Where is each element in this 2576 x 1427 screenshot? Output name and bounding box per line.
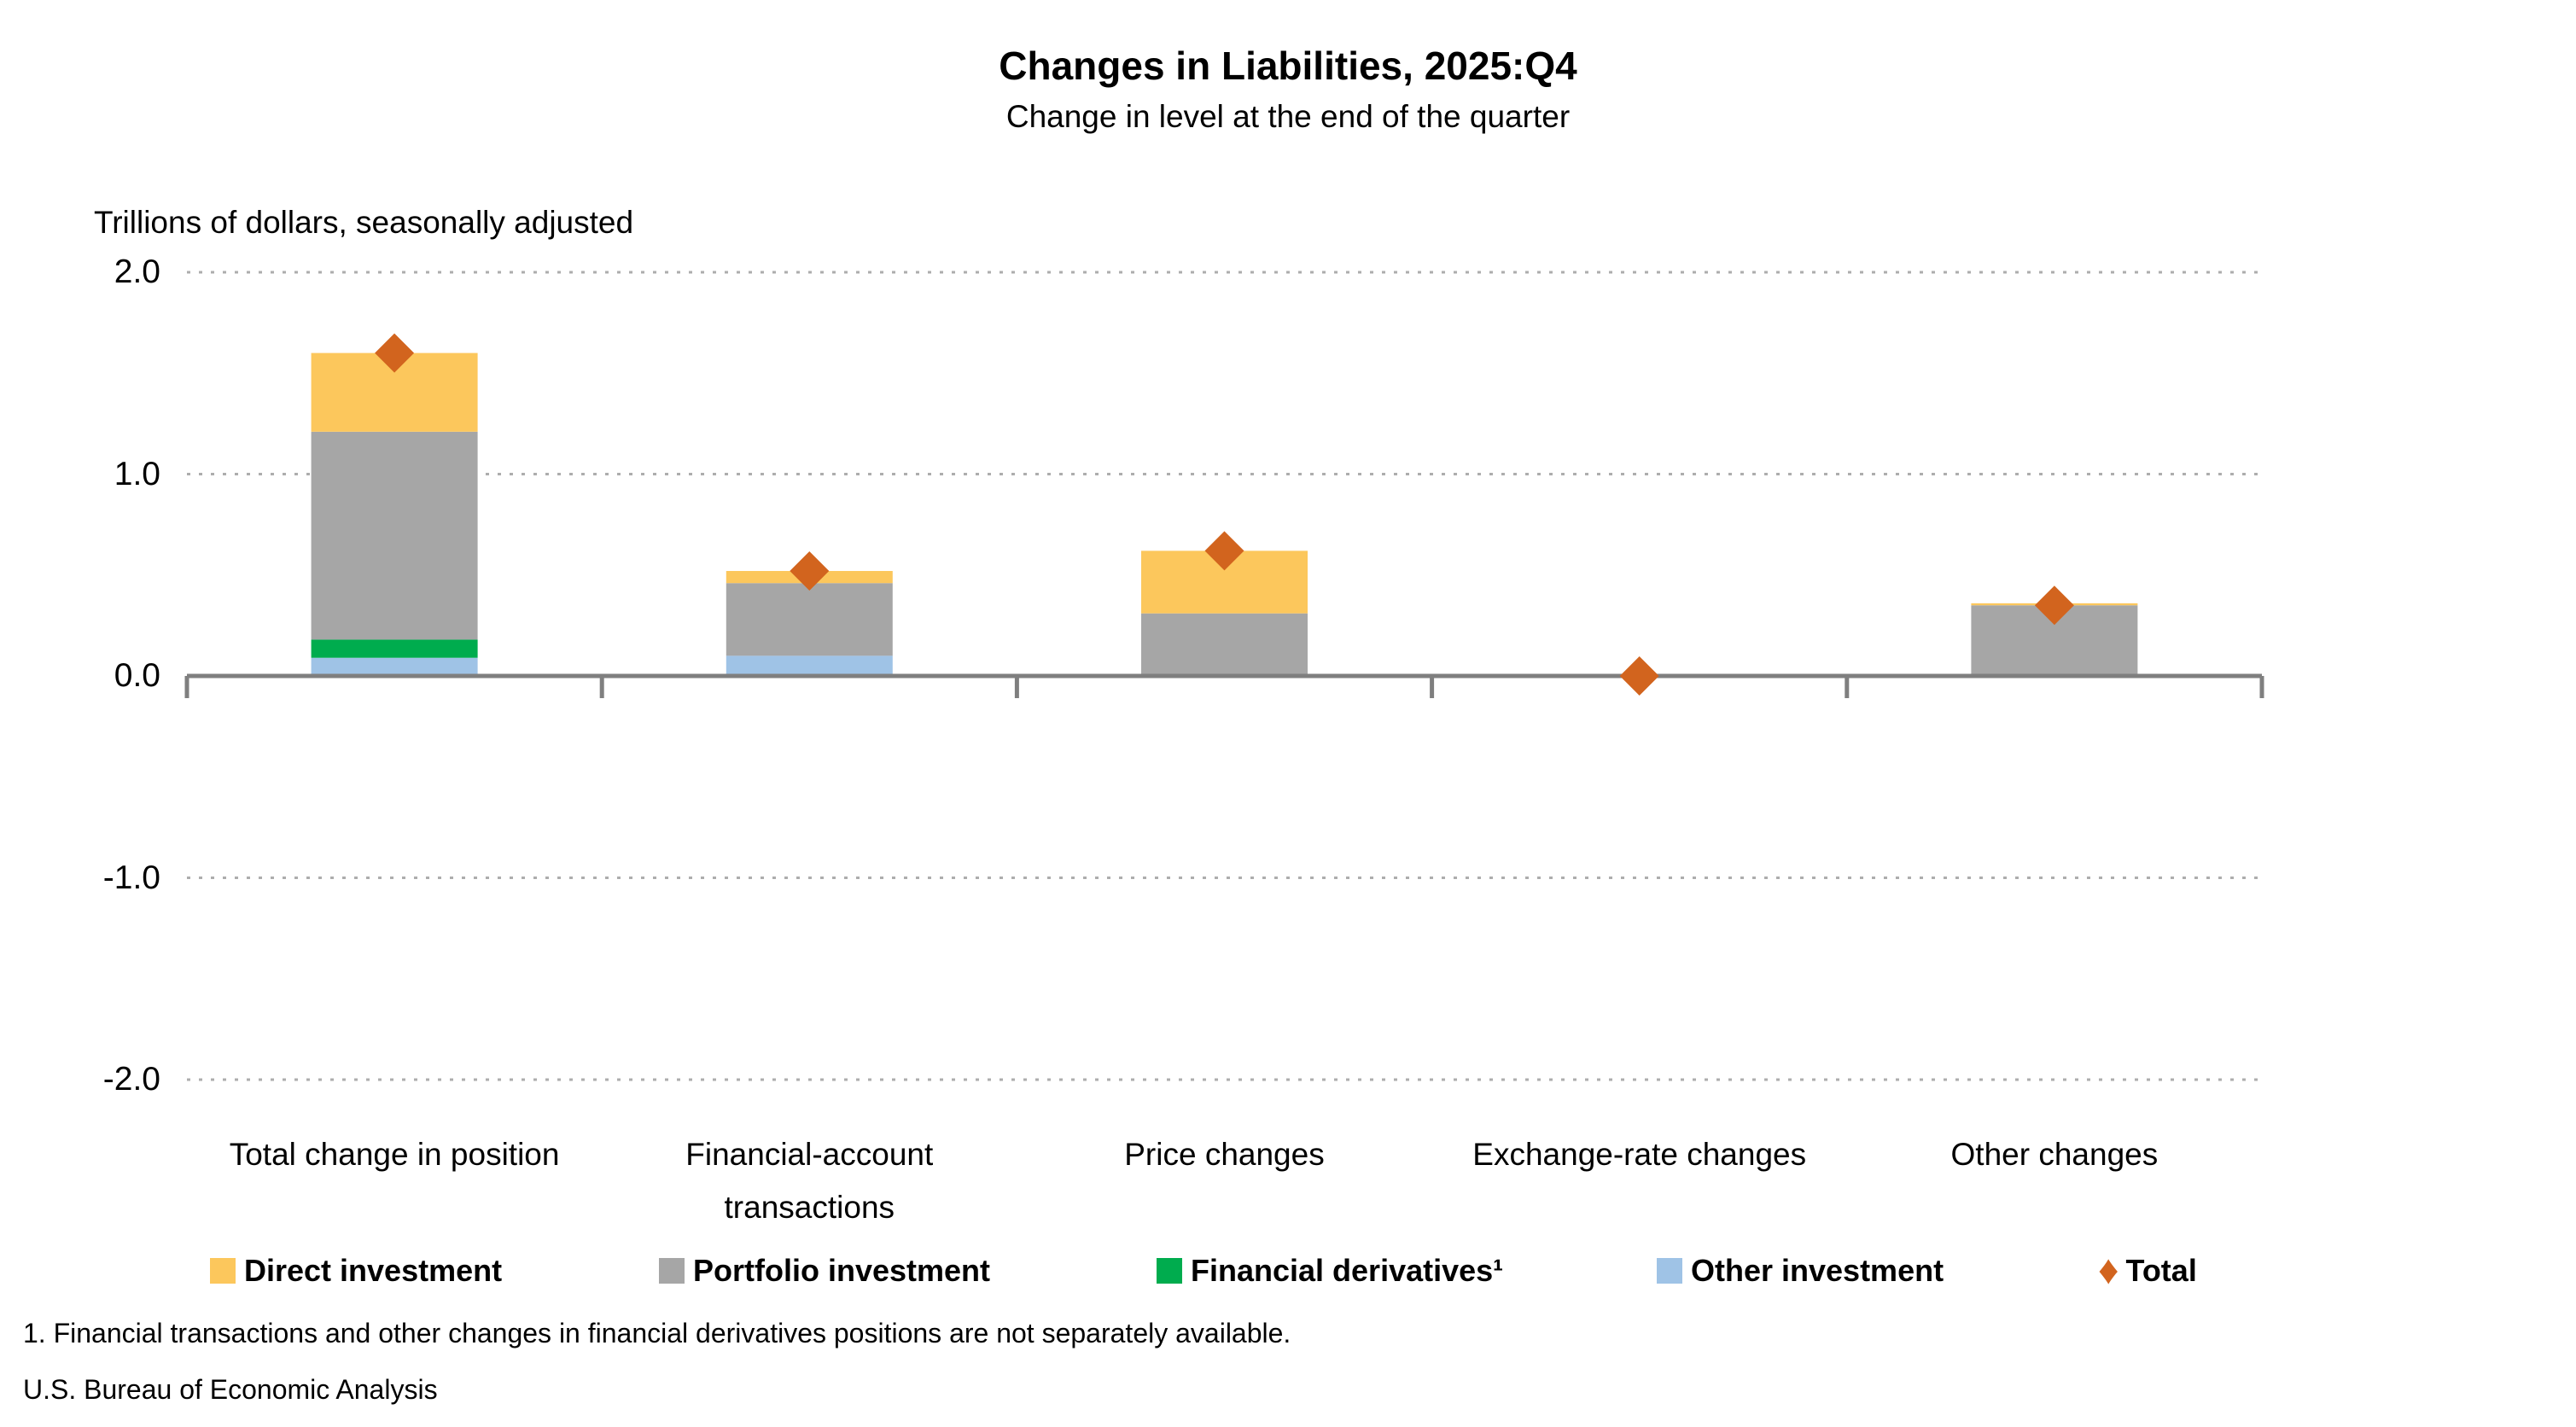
footnote: 1. Financial transactions and other chan… <box>23 1318 1291 1348</box>
legend-label: Portfolio investment <box>693 1253 991 1288</box>
category-label: Total change in position <box>229 1137 560 1172</box>
y-axis-tick-label: 0.0 <box>114 657 160 694</box>
legend-item: Other investment <box>1657 1251 1944 1290</box>
legend-label: Financial derivatives¹ <box>1191 1253 1504 1288</box>
category-label: Other changes <box>1950 1137 2159 1172</box>
legend-swatch-icon <box>1157 1258 1182 1284</box>
y-axis-tick-label: 1.0 <box>114 455 160 492</box>
y-axis-tick-label: -2.0 <box>102 1061 160 1098</box>
y-axis-tick-label: -1.0 <box>102 859 160 896</box>
y-axis-units-label: Trillions of dollars, seasonally adjuste… <box>94 205 634 240</box>
legend-label: Total <box>2125 1253 2197 1288</box>
bar-segment-financial-derivatives- <box>311 639 478 658</box>
bar-segment-portfolio-investment <box>311 431 478 640</box>
chart-title: Changes in Liabilities, 2025:Q4 <box>999 44 1577 88</box>
legend-swatch-icon <box>1657 1258 1682 1284</box>
legend-item: Financial derivatives¹ <box>1157 1251 1503 1290</box>
total-diamond-marker <box>375 333 415 373</box>
legend-item: Direct investment <box>210 1251 502 1290</box>
legend-item: ♦ Total <box>2098 1248 2197 1293</box>
legend-label: Other investment <box>1691 1253 1944 1288</box>
total-diamond-marker <box>1204 531 1244 571</box>
bar-segment-other-investment <box>726 655 893 676</box>
total-diamond-marker <box>2034 585 2074 626</box>
bar-segment-portfolio-investment <box>726 583 893 656</box>
legend-label: Direct investment <box>244 1253 503 1288</box>
category-label: Exchange-rate changes <box>1472 1137 1807 1172</box>
legend-diamond-icon: ♦ <box>2098 1248 2119 1293</box>
total-diamond-marker <box>1619 656 1659 696</box>
source-attribution: U.S. Bureau of Economic Analysis <box>23 1374 438 1405</box>
legend-swatch-icon <box>659 1258 685 1284</box>
y-axis-tick-label: 2.0 <box>114 253 160 290</box>
bar-segment-other-investment <box>311 657 478 676</box>
legend-swatch-icon <box>210 1258 236 1284</box>
total-diamond-marker <box>790 551 830 591</box>
bar-segment-portfolio-investment <box>1141 613 1308 676</box>
legend-item: Portfolio investment <box>659 1251 990 1290</box>
category-label: Financial-account transactions <box>685 1137 934 1225</box>
category-label: Price changes <box>1124 1137 1325 1172</box>
chart-subtitle: Change in level at the end of the quarte… <box>1005 99 1571 134</box>
